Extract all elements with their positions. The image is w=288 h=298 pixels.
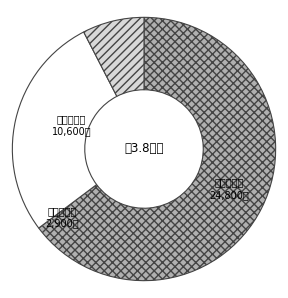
Text: 身体障害者
24,800人: 身体障害者 24,800人 [210,177,249,200]
Wedge shape [39,17,276,281]
Text: 約3.8万人: 約3.8万人 [124,142,164,156]
Wedge shape [12,32,117,228]
Wedge shape [84,17,144,96]
Text: 知的障害者
2,900人: 知的障害者 2,900人 [46,206,79,229]
Text: 精神障害者
10,600人: 精神障害者 10,600人 [52,114,91,136]
